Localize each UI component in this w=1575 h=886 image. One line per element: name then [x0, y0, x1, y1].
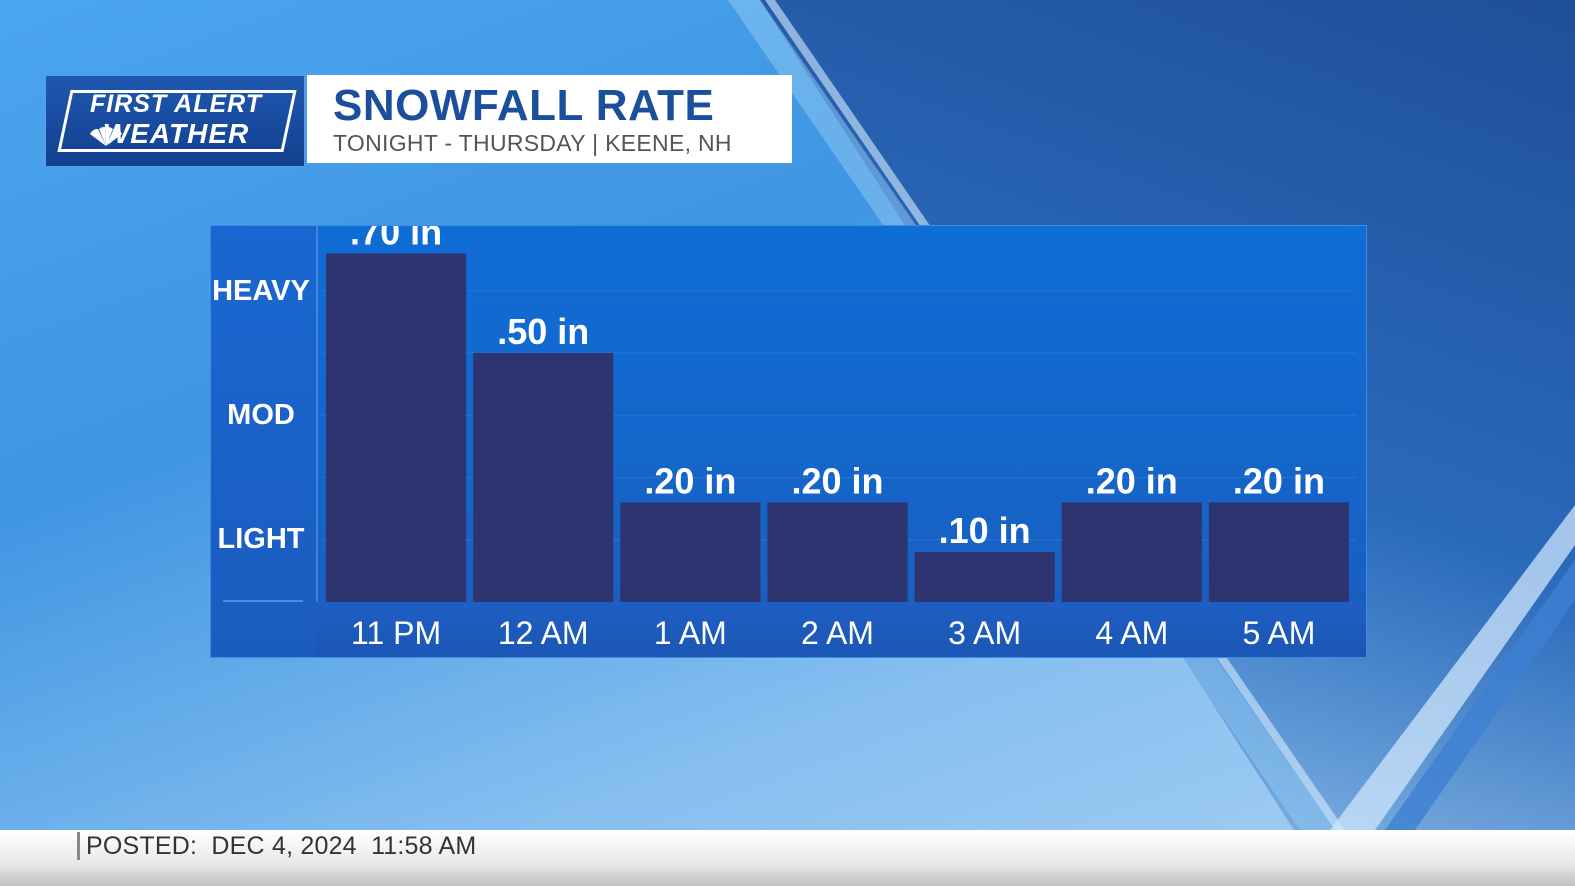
first-alert-weather-logo: FIRST ALERT WEATHER [45, 75, 305, 167]
bar-value-label: .20 in [1086, 460, 1178, 501]
footer-divider [77, 832, 80, 860]
bar-value-label: .50 in [497, 311, 589, 352]
bar-value-label: .20 in [791, 460, 883, 501]
x-tick-label: 2 AM [801, 615, 874, 651]
x-tick-label: 4 AM [1095, 615, 1168, 651]
x-tick-label: 3 AM [948, 615, 1021, 651]
bar [914, 552, 1055, 602]
chart-subtitle: TONIGHT - THURSDAY | KEENE, NH [333, 130, 732, 156]
x-tick-label: 5 AM [1242, 615, 1315, 651]
posted-timestamp: POSTED: DEC 4, 2024 11:58 AM [86, 832, 477, 860]
bar-chart: HEAVY MOD LIGHT .70 in 11 PM .50 in 12 AM .20 i… [212, 226, 1356, 651]
bar-value-label: .10 in [939, 510, 1031, 551]
peacock-icon [90, 126, 122, 146]
chart-panel: HEAVY MOD LIGHT .70 in 11 PM .50 in 12 AM .20 i… [210, 225, 1367, 658]
logo-line2: WEATHER [102, 118, 250, 149]
bar [620, 502, 761, 602]
y-tick-label: HEAVY [212, 275, 310, 307]
bar [326, 253, 467, 602]
y-axis-column [211, 226, 318, 657]
x-tick-label: 1 AM [654, 615, 727, 651]
y-tick-label: LIGHT [218, 523, 305, 555]
bar [473, 353, 614, 602]
footer-bar [0, 830, 1575, 886]
bar-value-label: .70 in [350, 226, 442, 252]
x-tick-label: 12 AM [498, 615, 589, 651]
title-box: SNOWFALL RATE TONIGHT - THURSDAY | KEENE… [307, 75, 792, 163]
x-axis-band [316, 602, 1366, 657]
logo-line1: FIRST ALERT [89, 90, 263, 118]
x-tick-label: 11 PM [351, 615, 441, 651]
bar-value-label: .20 in [644, 460, 736, 501]
chart-title: SNOWFALL RATE [333, 81, 715, 130]
bar-value-label: .20 in [1233, 460, 1325, 501]
y-tick-label: MOD [227, 399, 295, 431]
bar [767, 502, 908, 602]
bar [1208, 502, 1349, 602]
bar [1061, 502, 1202, 602]
